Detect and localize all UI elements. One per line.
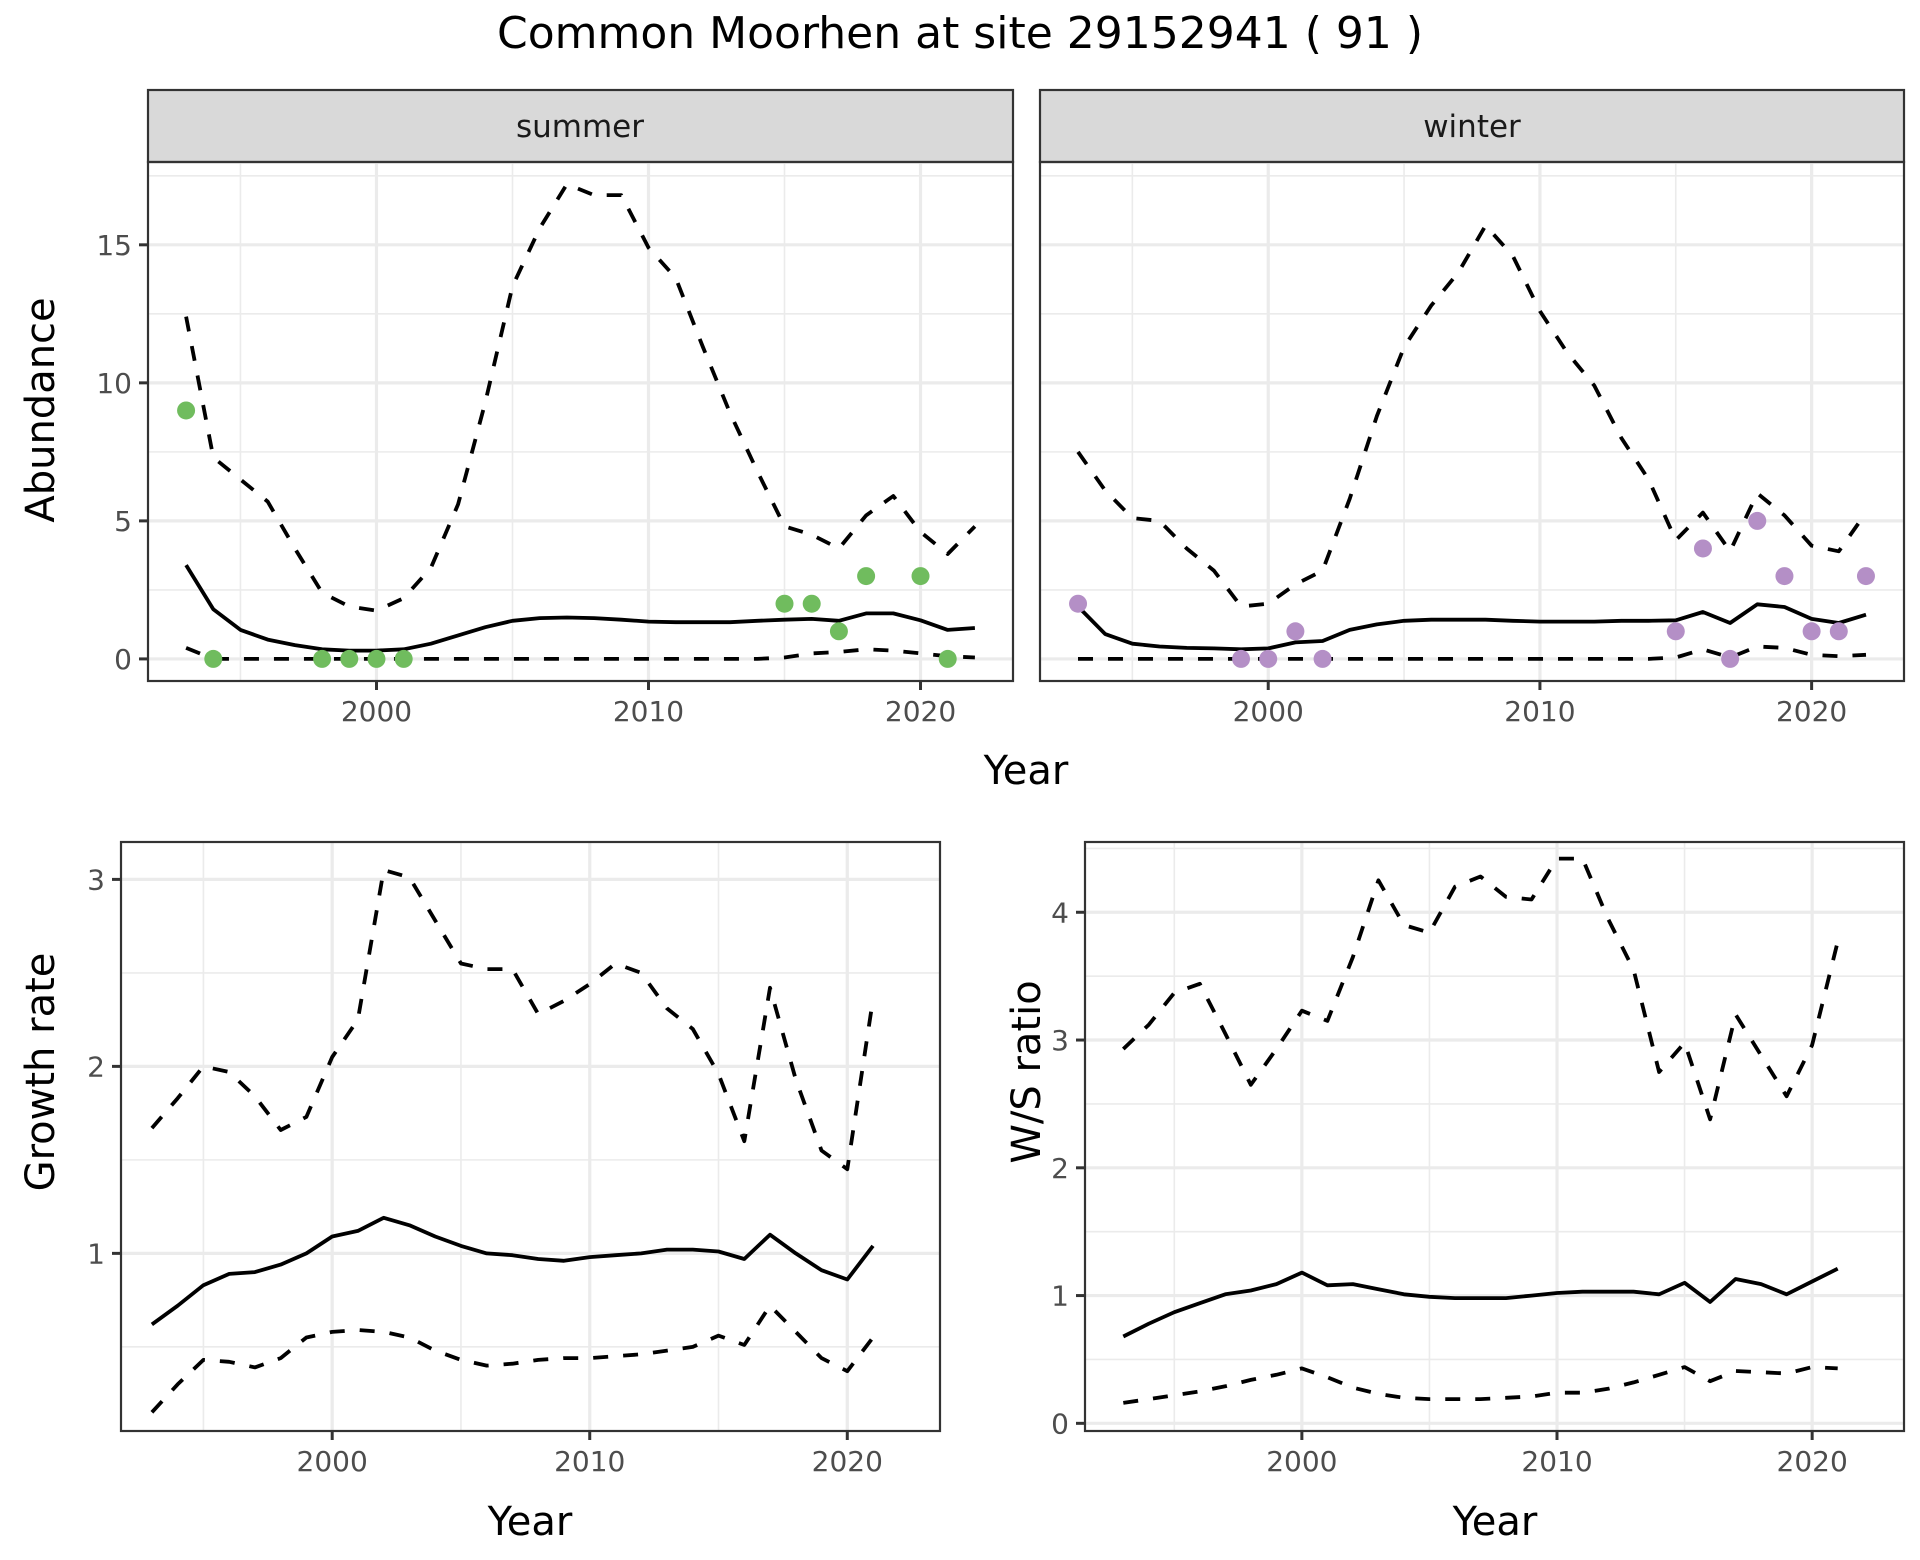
observed-point <box>1856 567 1875 586</box>
y-tick-label: 3 <box>1051 1024 1069 1057</box>
panel-border <box>146 160 1015 683</box>
x-axis-title-ws: Year <box>1452 1499 1538 1545</box>
observed-point <box>938 649 957 668</box>
series-upper-line <box>1076 223 1868 609</box>
y-tick-label: 1 <box>1051 1280 1069 1313</box>
y-tick-label: 1 <box>87 1237 105 1270</box>
observed-point <box>1313 649 1332 668</box>
panel-ws-ratio: 2000 2010 2020 0 1 2 3 4 <box>1051 840 1906 1478</box>
y-axis-title-growth: Growth rate <box>18 953 64 1192</box>
x-tick-label: 2010 <box>613 695 684 728</box>
y-tick-label: 0 <box>114 643 132 676</box>
series-mean-line <box>184 564 976 653</box>
series-mean-line <box>150 1215 875 1326</box>
observed-point <box>1286 622 1305 641</box>
observed-point <box>1232 649 1251 668</box>
x-tick-label: 2020 <box>885 695 956 728</box>
observed-point <box>1259 649 1278 668</box>
y-tick-label: 5 <box>114 505 132 538</box>
panel-border <box>119 840 942 1433</box>
x-tick-label: 2000 <box>1266 1445 1337 1478</box>
observed-point <box>394 649 413 668</box>
panel-abundance-summer: 2000 2010 2020 0 5 10 15 <box>96 160 1015 728</box>
strip-winter-bg <box>1038 88 1906 164</box>
observed-point <box>204 649 223 668</box>
observed-point <box>1829 622 1848 641</box>
series-upper-line <box>1121 856 1840 1122</box>
observed-point <box>1748 511 1767 530</box>
y-tick-label: 3 <box>87 863 105 896</box>
panel-border <box>1083 840 1906 1433</box>
strip-summer-label: summer <box>516 109 644 145</box>
y-axis-title-abundance: Abundance <box>18 297 64 522</box>
observed-point <box>911 567 930 586</box>
observed-point <box>775 594 794 613</box>
series-lower-line <box>150 1303 875 1414</box>
series-upper-line <box>150 868 875 1172</box>
observed-point <box>829 622 848 641</box>
figure-title: Common Moorhen at site 29152941 ( 91 ) <box>497 8 1423 59</box>
y-tick-label: 2 <box>87 1050 105 1083</box>
observed-point <box>1721 649 1740 668</box>
panel-border <box>1038 160 1906 683</box>
observed-point <box>1802 622 1821 641</box>
observed-point <box>1069 594 1088 613</box>
x-tick-label: 2000 <box>1233 695 1304 728</box>
x-axis-title-abundance: Year <box>983 748 1069 794</box>
panel-abundance-winter: 2000 2010 2020 <box>1038 160 1906 728</box>
observed-point <box>340 649 359 668</box>
observed-point <box>177 401 196 420</box>
series-lower-line <box>1078 644 1867 661</box>
y-tick-label: 15 <box>96 229 132 262</box>
observed-point <box>1775 567 1794 586</box>
observed-point <box>367 649 386 668</box>
y-tick-label: 2 <box>1051 1152 1069 1185</box>
x-tick-label: 2010 <box>1504 695 1575 728</box>
series-lower-line <box>1123 1365 1838 1405</box>
series-upper-line <box>184 182 977 613</box>
observed-point <box>1666 622 1685 641</box>
x-tick-label: 2020 <box>812 1445 883 1478</box>
observed-point <box>313 649 332 668</box>
x-tick-label: 2000 <box>297 1445 368 1478</box>
x-tick-label: 2010 <box>554 1445 625 1478</box>
y-tick-label: 10 <box>96 367 132 400</box>
x-tick-label: 2000 <box>341 695 412 728</box>
strip-winter: winter <box>1038 88 1906 164</box>
x-axis-title-growth: Year <box>487 1499 573 1545</box>
x-tick-label: 2010 <box>1521 1445 1592 1478</box>
series-lower-line <box>185 646 975 661</box>
x-tick-label: 2020 <box>1777 1445 1848 1478</box>
strip-winter-label: winter <box>1423 109 1521 145</box>
series-mean-line <box>1076 602 1867 652</box>
strip-summer-bg <box>146 88 1015 164</box>
observed-point <box>1693 539 1712 558</box>
strip-summer: summer <box>146 88 1015 164</box>
observed-point <box>802 594 821 613</box>
x-tick-label: 2020 <box>1776 695 1847 728</box>
series-mean-line <box>1122 1267 1839 1339</box>
y-tick-label: 0 <box>1051 1407 1069 1440</box>
y-tick-label: 4 <box>1051 896 1069 929</box>
panel-growth-rate: 2000 2010 2020 1 2 3 <box>87 840 942 1478</box>
y-axis-title-ws: W/S ratio <box>1004 980 1050 1163</box>
observed-point <box>857 567 876 586</box>
